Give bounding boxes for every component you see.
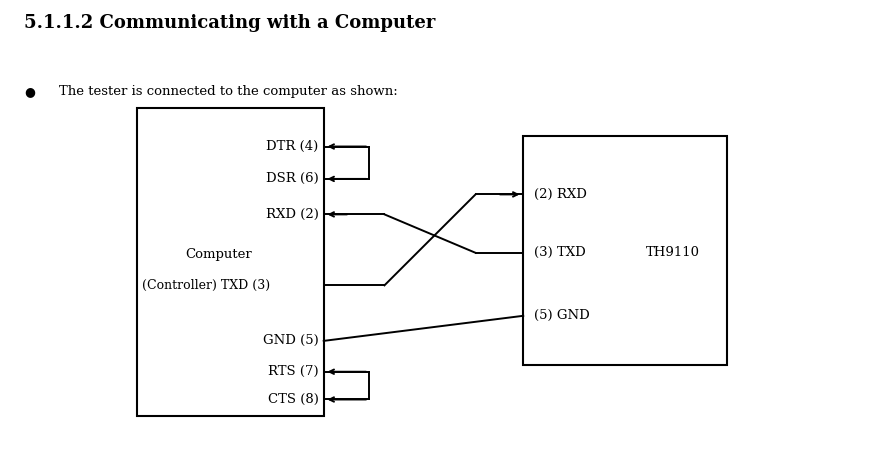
Text: (2) RXD: (2) RXD	[533, 188, 587, 201]
Text: ●: ●	[24, 85, 35, 97]
Text: CTS (8): CTS (8)	[268, 393, 319, 406]
Text: (5) GND: (5) GND	[533, 309, 589, 322]
Text: (Controller) TXD (3): (Controller) TXD (3)	[141, 279, 270, 292]
Text: RXD (2): RXD (2)	[265, 208, 319, 221]
Text: 5.1.1.2 Communicating with a Computer: 5.1.1.2 Communicating with a Computer	[24, 15, 436, 33]
Bar	[523, 136, 727, 365]
Text: (3) TXD: (3) TXD	[533, 246, 586, 259]
Text: GND (5): GND (5)	[263, 334, 319, 347]
Text: The tester is connected to the computer as shown:: The tester is connected to the computer …	[59, 85, 398, 97]
Text: DTR (4): DTR (4)	[266, 140, 319, 153]
Bar	[137, 108, 324, 416]
Text: Computer: Computer	[185, 248, 251, 261]
Text: RTS (7): RTS (7)	[268, 365, 319, 378]
Text: DSR (6): DSR (6)	[265, 173, 319, 185]
Text: TH9110: TH9110	[645, 246, 699, 259]
